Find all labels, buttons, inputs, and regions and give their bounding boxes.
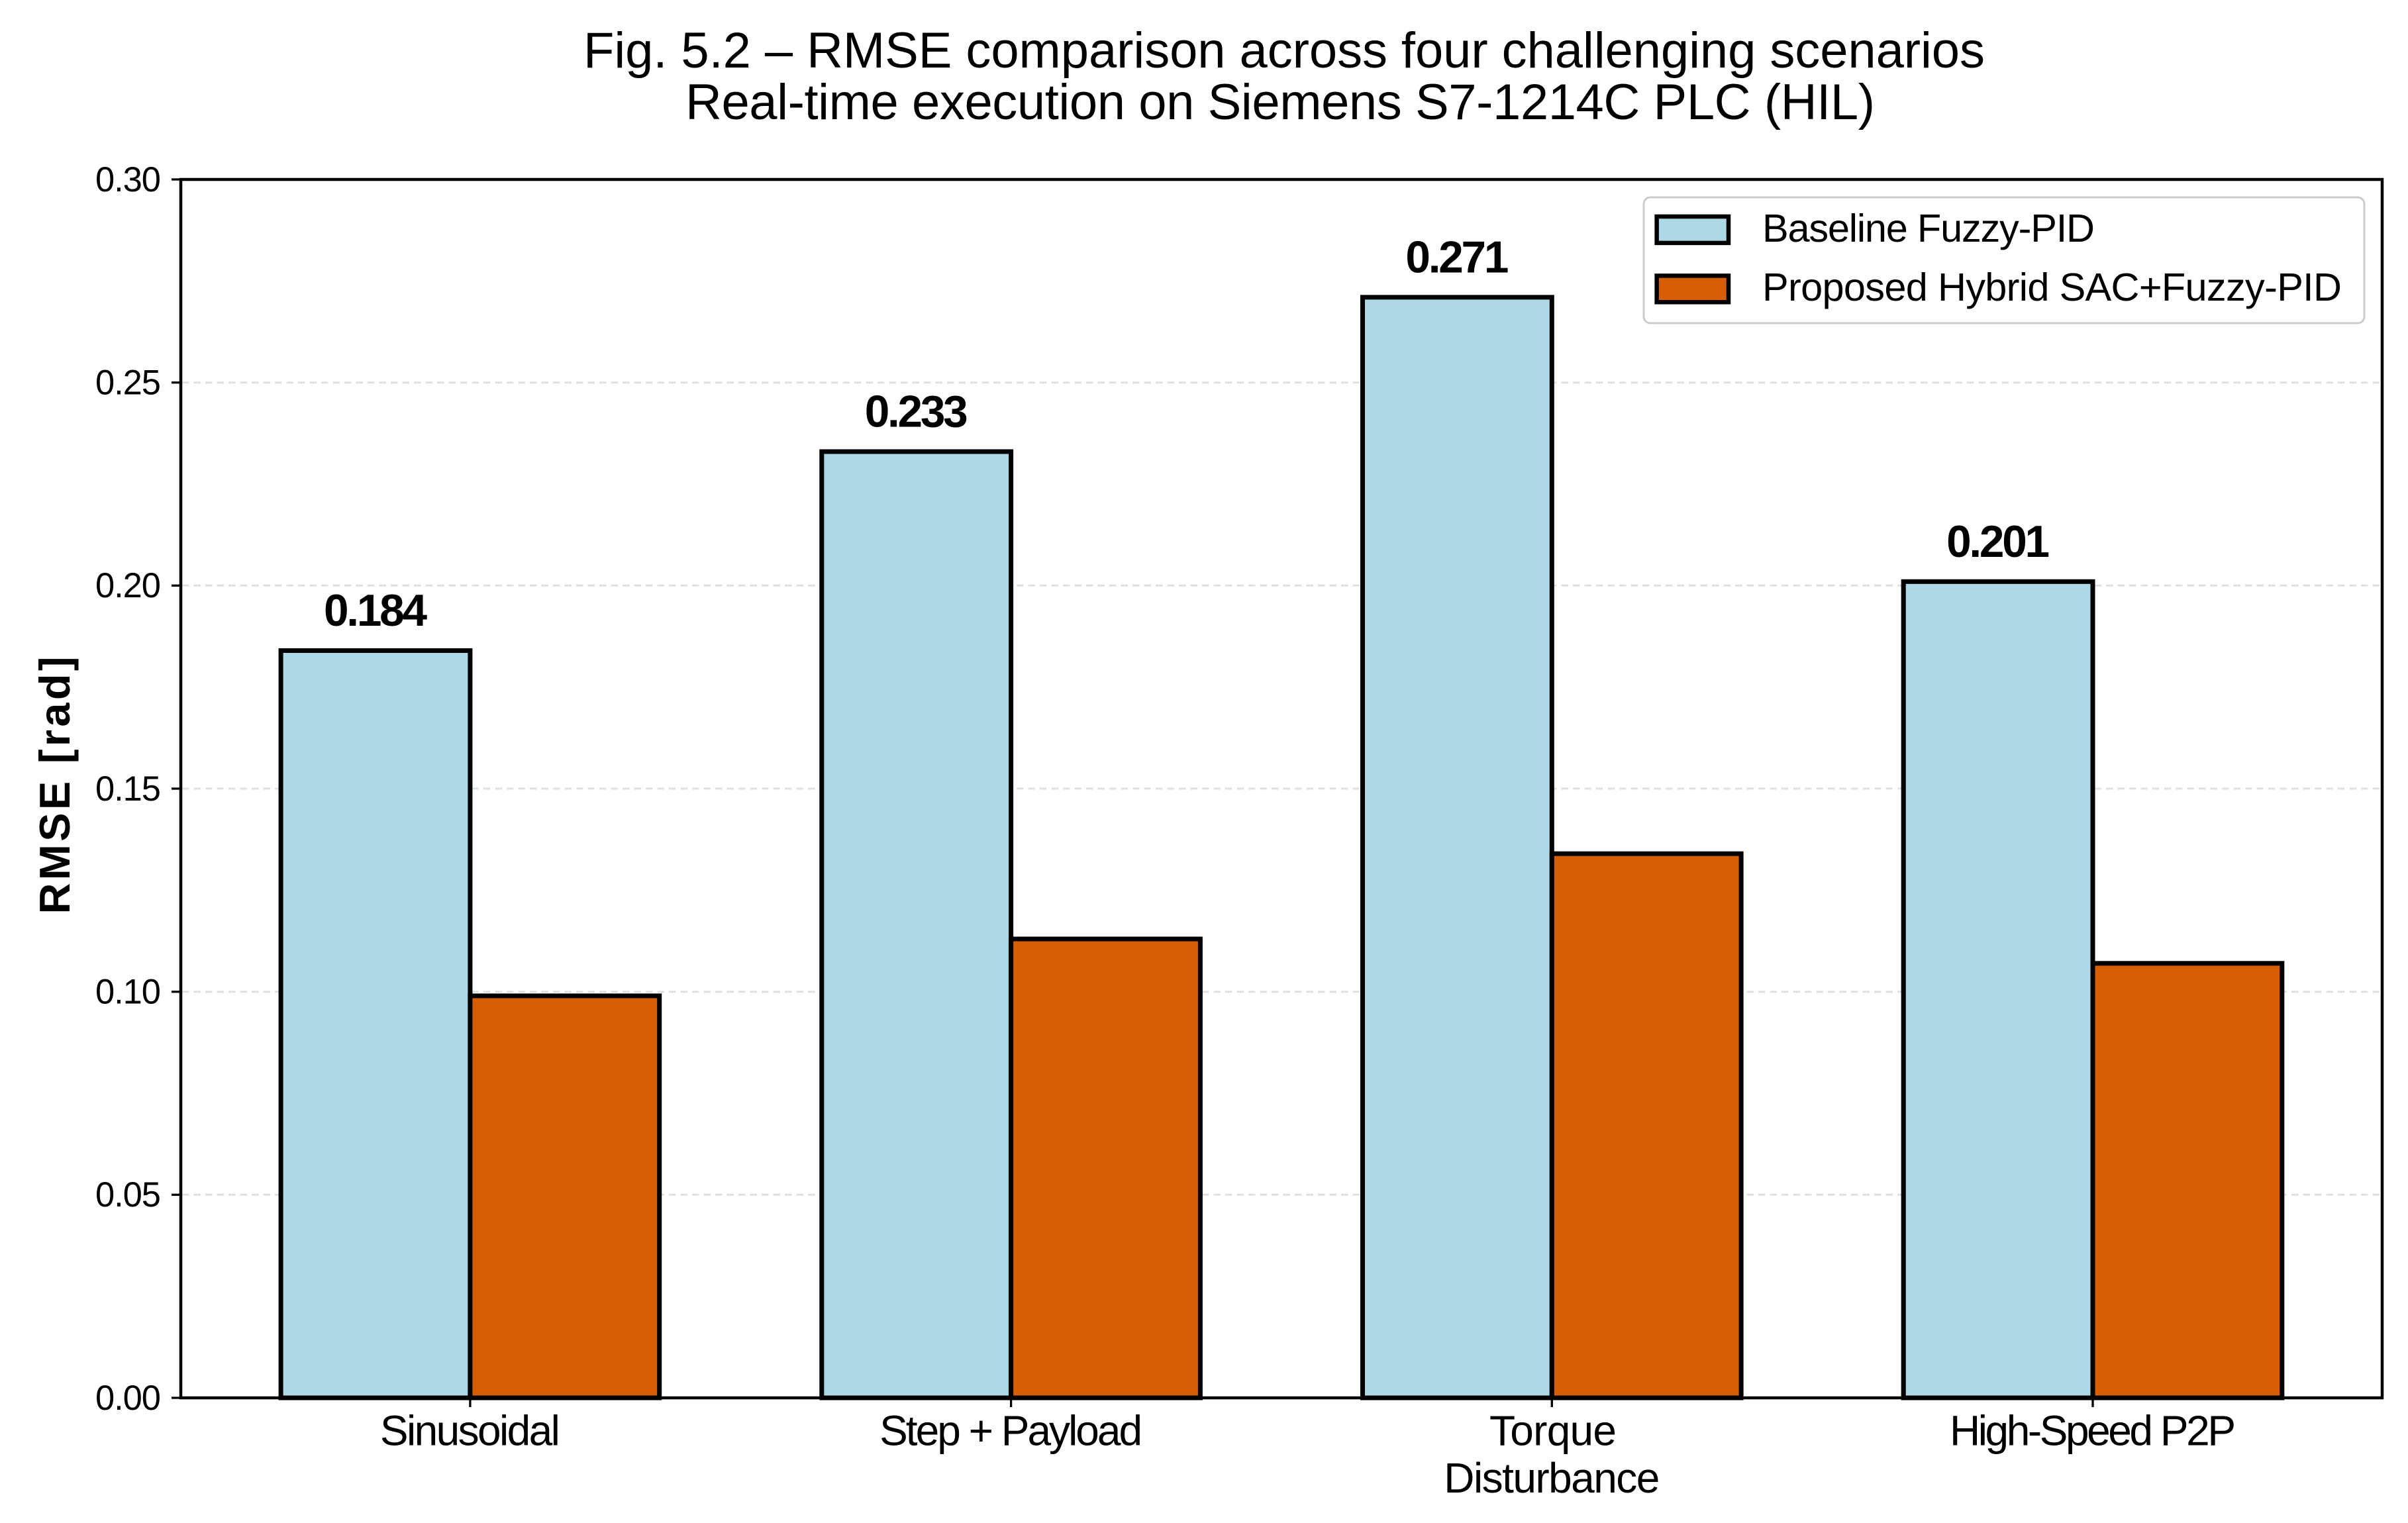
svg-text:0.15: 0.15 [95,769,161,809]
svg-text:Step + Payload: Step + Payload [879,1407,1142,1455]
svg-text:Baseline Fuzzy-PID: Baseline Fuzzy-PID [1762,206,2095,250]
svg-text:0.20: 0.20 [95,566,161,605]
svg-text:High-Speed P2P: High-Speed P2P [1950,1407,2236,1455]
svg-text:0.201: 0.201 [1946,517,2050,567]
svg-text:0.271: 0.271 [1405,232,1509,282]
svg-text:0.184: 0.184 [324,586,427,636]
svg-text:Fig. 5.2 – RMSE comparison acr: Fig. 5.2 – RMSE comparison across four c… [583,23,1985,79]
svg-text:Proposed Hybrid SAC+Fuzzy-PID: Proposed Hybrid SAC+Fuzzy-PID [1762,265,2342,309]
svg-text:0.05: 0.05 [95,1175,161,1214]
svg-text:Sinusoidal: Sinusoidal [380,1407,560,1455]
svg-text:Torque: Torque [1489,1407,1617,1455]
svg-text:RMSE [rad]: RMSE [rad] [30,657,79,914]
svg-text:Real-time execution on Siemens: Real-time execution on Siemens S7-1214C … [685,74,1875,130]
svg-text:0.25: 0.25 [95,364,161,403]
svg-text:0.10: 0.10 [95,973,161,1012]
svg-text:0.00: 0.00 [95,1379,161,1418]
svg-text:Disturbance: Disturbance [1444,1454,1660,1502]
svg-text:0.30: 0.30 [95,160,161,199]
svg-text:0.233: 0.233 [865,387,968,437]
